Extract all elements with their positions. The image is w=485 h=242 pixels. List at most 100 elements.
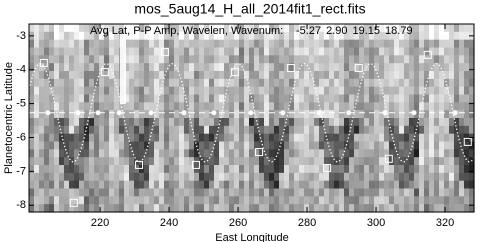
- image-cell: [94, 86, 100, 96]
- image-cell: [99, 31, 105, 41]
- image-cell: [174, 94, 180, 103]
- image-cell: [379, 94, 385, 103]
- image-cell: [264, 110, 270, 119]
- image-cell: [29, 157, 35, 166]
- image-cell: [49, 110, 55, 119]
- image-cell: [424, 94, 430, 103]
- image-cell: [274, 118, 280, 127]
- image-cell: [224, 94, 230, 103]
- image-cell: [234, 133, 240, 143]
- y-tick-label: -7: [16, 165, 26, 177]
- image-cell: [259, 78, 265, 88]
- image-cell: [54, 180, 60, 190]
- image-cell: [444, 71, 450, 80]
- image-cell: [434, 94, 440, 103]
- image-cell: [54, 172, 60, 182]
- image-cell: [379, 180, 385, 190]
- image-cell: [464, 78, 470, 88]
- image-cell: [154, 110, 160, 119]
- image-cell: [314, 204, 320, 213]
- image-cell: [114, 204, 120, 213]
- image-cell: [79, 47, 85, 56]
- image-cell: [234, 180, 240, 190]
- image-cell: [459, 204, 465, 213]
- image-cell: [304, 71, 310, 80]
- image-cell: [169, 172, 175, 182]
- image-cell: [364, 196, 370, 205]
- image-cell: [214, 157, 220, 166]
- image-cell: [264, 125, 270, 135]
- image-cell: [324, 141, 330, 150]
- image-cell: [154, 39, 160, 49]
- image-cell: [419, 157, 425, 166]
- image-cell: [464, 63, 470, 72]
- image-cell: [184, 39, 190, 49]
- image-cell: [84, 78, 90, 88]
- image-cell: [189, 71, 195, 80]
- image-cell: [349, 86, 355, 96]
- image-cell: [464, 118, 470, 127]
- image-cell: [254, 94, 260, 103]
- image-cell: [354, 31, 360, 41]
- image-cell: [394, 47, 400, 56]
- image-cell: [89, 125, 95, 135]
- image-cell: [309, 188, 315, 197]
- image-cell: [209, 180, 215, 190]
- image-cell: [399, 141, 405, 150]
- image-cell: [54, 125, 60, 135]
- image-cell: [274, 86, 280, 96]
- image-cell: [254, 165, 260, 174]
- image-cell: [239, 78, 245, 88]
- image-cell: [194, 71, 200, 80]
- image-cell: [269, 141, 275, 150]
- image-cell: [174, 47, 180, 56]
- image-cell: [159, 196, 165, 205]
- image-cell: [309, 157, 315, 166]
- image-cell: [114, 94, 120, 103]
- image-cell: [179, 118, 185, 127]
- x-tick-label: 320: [436, 217, 454, 229]
- image-cell: [99, 63, 105, 72]
- image-cell: [384, 196, 390, 205]
- image-cell: [399, 157, 405, 166]
- image-cell: [374, 110, 380, 119]
- image-cell: [164, 141, 170, 150]
- image-cell: [54, 94, 60, 103]
- image-cell: [74, 165, 80, 174]
- image-cell: [229, 55, 235, 64]
- image: [29, 24, 475, 213]
- image-cell: [114, 157, 120, 166]
- image-cell: [69, 149, 75, 158]
- image-cell: [39, 63, 45, 72]
- image-cell: [374, 125, 380, 135]
- image-cell: [44, 196, 50, 205]
- image-cell: [274, 63, 280, 72]
- image-cell: [324, 86, 330, 96]
- image-cell: [274, 149, 280, 158]
- image-cell: [379, 172, 385, 182]
- image-cell: [189, 102, 195, 111]
- image-cell: [444, 31, 450, 41]
- image-cell: [89, 94, 95, 103]
- image-cell: [99, 188, 105, 197]
- image-cell: [389, 172, 395, 182]
- image-cell: [319, 157, 325, 166]
- square-marker: [354, 64, 363, 73]
- image-cell: [359, 196, 365, 205]
- image-cell: [164, 39, 170, 49]
- image-cell: [439, 204, 445, 213]
- image-cell: [344, 71, 350, 80]
- image-cell: [99, 157, 105, 166]
- image-cell: [369, 180, 375, 190]
- image-cell: [219, 188, 225, 197]
- image-cell: [334, 24, 340, 33]
- image-cell: [204, 204, 210, 213]
- image-cell: [469, 24, 475, 33]
- image-cell: [299, 204, 305, 213]
- image-cell: [224, 125, 230, 135]
- image-cell: [139, 31, 145, 41]
- image-cell: [164, 78, 170, 88]
- image-cell: [269, 110, 275, 119]
- image-cell: [309, 180, 315, 190]
- image-cell: [459, 94, 465, 103]
